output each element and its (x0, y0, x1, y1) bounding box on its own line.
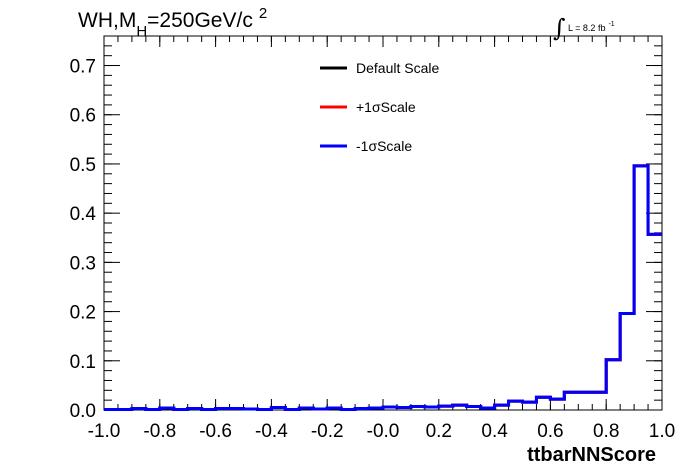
legend-label: +1σScale (356, 99, 416, 115)
series-line (104, 164, 662, 412)
y-tick-label: 0.2 (70, 303, 96, 324)
chart-title: WH,MH=250GeV/c 2 (78, 5, 267, 40)
x-tick-label: 1.0 (649, 421, 675, 442)
integral-sign: ∫ (553, 14, 566, 42)
x-tick-label: -0.2 (311, 421, 344, 442)
y-tick-label: 0.7 (70, 57, 96, 78)
y-tick-label: 0.1 (70, 352, 96, 373)
luminosity-text: L = 8.2 fb -1 (568, 21, 615, 33)
x-tick-label: -0.0 (367, 421, 400, 442)
series-lines (104, 164, 662, 412)
x-tick-label: -0.4 (255, 421, 288, 442)
luminosity-label: ∫ L = 8.2 fb -1 (553, 14, 615, 42)
y-tick-label: 0.0 (70, 401, 96, 422)
x-tick-label: -0.8 (143, 421, 176, 442)
series-line (104, 164, 662, 412)
chart-title-subscript: H (136, 23, 147, 40)
x-tick-label: 0.6 (537, 421, 563, 442)
x-tick-label: -0.6 (199, 421, 232, 442)
y-tick-label: 0.5 (70, 155, 96, 176)
series-line (104, 164, 662, 412)
legend-label: -1σScale (356, 138, 412, 154)
y-tick-label: 0.6 (70, 106, 96, 127)
legend-label: Default Scale (356, 60, 439, 76)
legend: Default Scale +1σScale -1σScale (320, 60, 439, 154)
x-tick-label: 0.4 (481, 421, 508, 442)
chart-title-superscript: 2 (259, 5, 267, 22)
x-tick-label: 0.8 (593, 421, 619, 442)
y-tick-label: 0.3 (70, 253, 96, 274)
x-axis-label: ttbarNNScore (527, 444, 656, 466)
y-tick-label: 0.4 (70, 204, 97, 225)
plot-frame (103, 35, 663, 411)
chart-title-rest: =250GeV/c (147, 9, 253, 32)
axis-ticks: -1.0 -0.8 -0.6 -0.4 -0.2 -0.0 0.2 0.4 0.6 0.8 1.0 0… (70, 35, 675, 442)
x-tick-label: 0.2 (426, 421, 452, 442)
x-tick-label: -1.0 (88, 421, 121, 442)
luminosity-superscript: -1 (608, 21, 614, 28)
